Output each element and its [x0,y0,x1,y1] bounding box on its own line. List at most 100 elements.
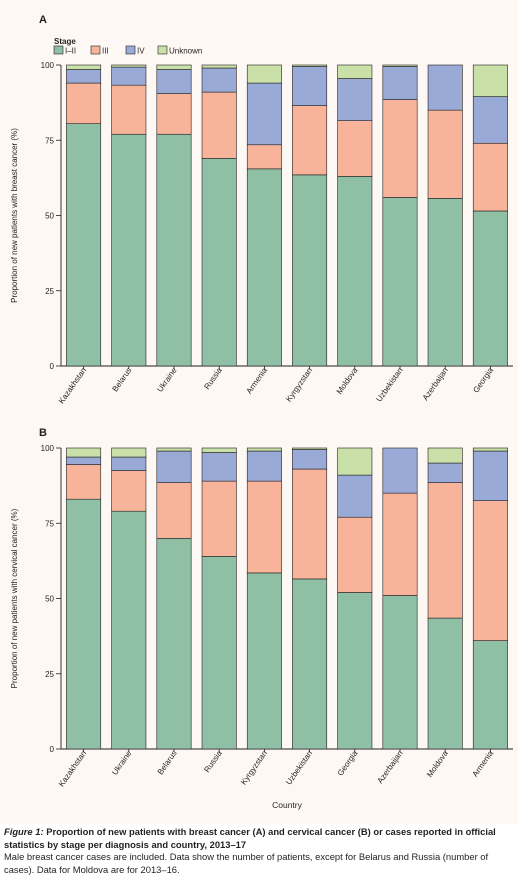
bar-segment-i-ii [292,578,328,750]
x-tick-label: Moldova [425,749,450,779]
bar-segment-i-ii [201,556,237,750]
bar-segment-i-ii [382,197,418,367]
y-tick-label: 100 [41,61,55,70]
bar-segment-iii [472,500,508,641]
bar-segment-iii [246,144,282,170]
x-tick-label: Russia [202,366,224,392]
bar-segment-i-ii [156,537,192,750]
bar-segment-iv [382,447,418,494]
bar-segment-iv [66,69,102,84]
bar-segment-i-ii [246,168,282,367]
bar-segment-iii [111,84,147,135]
chart-panel-a: 0 25 50 75 100 Proportion of new patients wit… [10,61,513,405]
bar-segment-iv [246,82,282,146]
caption-label: Figure 1: [4,826,44,837]
x-tick-label: Kazakhstan [57,749,88,788]
panel-label-b: B [39,427,47,439]
bar-segment-iv [337,78,373,121]
x-tick-label: Moldova [335,366,360,396]
bar-segment-unknown [246,64,282,84]
legend-swatch-iv [125,45,136,55]
legend-label-unknown: Unknown [169,47,202,56]
bar-segment-iv [472,450,508,501]
bar-segment-iv [66,456,102,465]
y-tick-label: 25 [45,287,54,296]
y-tick-label: 50 [45,212,54,221]
bar-segment-i-ii [292,174,328,367]
bar-segment-iv [201,67,237,93]
x-tick-label: Belarus [111,366,134,393]
bar-segment-iii [201,480,237,557]
y-tick-label: 50 [45,595,54,604]
legend-label-iv: IV [137,47,145,56]
x-tick-label: Armenia [245,366,270,396]
bar-segment-i-ii [156,133,192,367]
bar-segment-iv [382,66,418,100]
bar-segment-iii [382,99,418,198]
bar-segment-iii [427,109,463,199]
legend-label-i-ii: I–II [65,47,76,56]
bar-segment-iii [246,480,282,574]
bar-segment-i-ii [111,133,147,367]
bar-segment-iv [111,456,147,471]
bar-segment-i-ii [382,595,418,750]
caption-note: Male breast cancer cases are included. D… [4,851,489,875]
y-tick-label: 25 [45,670,54,679]
bar-segment-unknown [427,447,463,464]
bar-segment-iv [292,66,328,106]
bar-segment-i-ii [472,210,508,367]
y-tick-label: 75 [45,136,54,145]
bar-segment-iv [472,96,508,144]
x-tick-label: Azerbaijan [376,749,405,785]
bar-segment-i-ii [337,176,373,367]
bar-segment-unknown [382,64,418,67]
bar-segment-iv [246,450,282,482]
x-tick-label: Ukraine [110,749,133,777]
bar-segment-iii [337,516,373,593]
y-tick-label: 100 [41,444,55,453]
legend-swatch-unknown [157,45,168,55]
y-axis-title: Proportion of new patients with breast c… [10,128,19,303]
x-tick-label: Azerbaijan [421,366,450,402]
bar-segment-i-ii [472,640,508,750]
bar-segment-iv [201,452,237,482]
bar-segment-i-ii [337,592,373,750]
y-tick-label: 75 [45,519,54,528]
x-tick-label: Armenia [471,749,496,779]
bar-segment-iii [156,93,192,135]
bar-segment-unknown [246,447,282,452]
x-tick-label: Georgia [471,366,495,395]
bar-segment-iv [427,462,463,483]
bar-segment-iii [201,91,237,159]
x-tick-label: Georgia [336,749,360,778]
x-tick-label: Kyrgyzstan [284,366,314,404]
bar-segment-iv [292,449,328,470]
bar-segment-iv [156,450,192,483]
x-tick-label: Kazakhstan [57,366,88,405]
panel-label-a: A [39,14,47,26]
figure-caption: Figure 1: Proportion of new patients wit… [4,826,514,876]
bar-segment-iii [292,105,328,176]
bar-segment-i-ii [427,617,463,750]
bar-segment-iii [382,492,418,596]
y-axis-title: Proportion of new patients with cervical… [10,508,19,688]
legend-title: Stage [54,37,76,46]
x-axis-title: Country [272,800,303,810]
bar-segment-iv [111,66,147,86]
y-tick-label: 0 [50,362,55,371]
figure-panel: A B Stage I–II III IV Unknown 0 25 50 75 100 Proport… [0,0,518,824]
chart-panel-b: 0 25 50 75 100 Proportion of new patients wit… [10,444,513,810]
bar-segment-iii [156,482,192,539]
bar-segment-iii [472,142,508,212]
bar-segment-unknown [472,64,508,97]
bar-segment-i-ii [66,498,102,750]
bar-segment-i-ii [66,123,102,367]
bar-segment-unknown [337,64,373,79]
bar-segment-iii [337,120,373,177]
bar-segment-unknown [201,447,237,453]
bar-segment-iii [66,82,102,124]
legend-swatch-iii [90,45,101,55]
bar-segment-unknown [201,64,237,69]
x-tick-label: Uzbekistan [375,366,405,404]
